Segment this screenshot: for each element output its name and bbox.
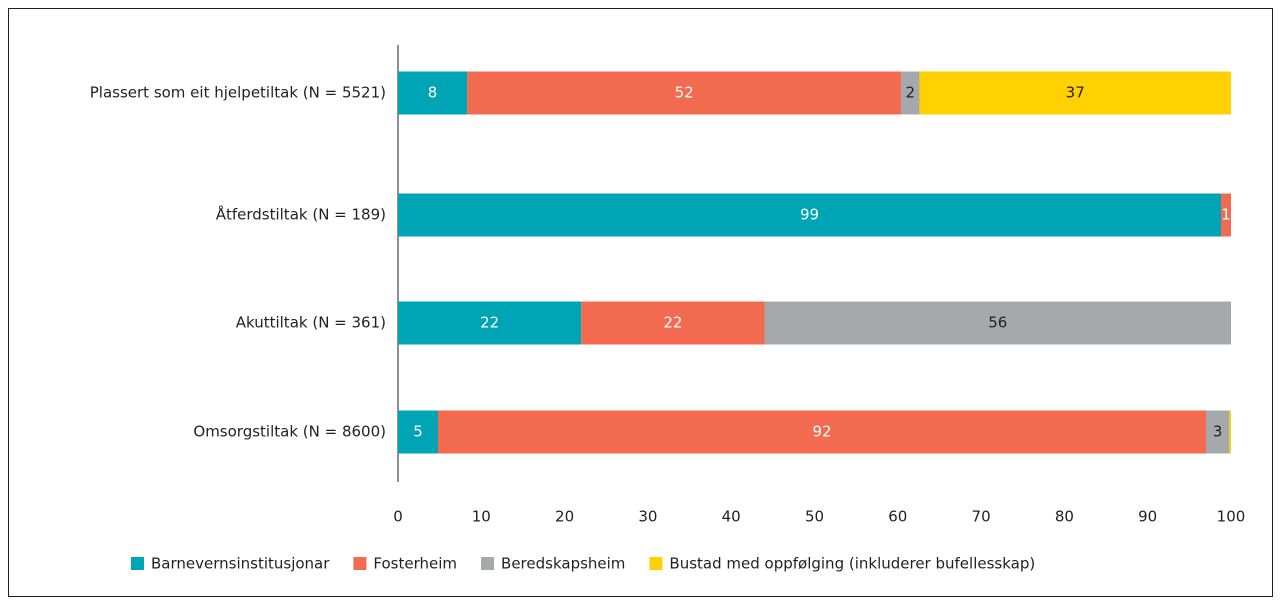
- frame: [8, 8, 1273, 597]
- bar-segment: [398, 410, 438, 454]
- bar-segment: [1206, 410, 1230, 454]
- legend-label: Bustad med oppfølging (inkluderer bufell…: [669, 555, 1035, 573]
- data-label: 3: [1213, 423, 1223, 441]
- data-label: 37: [1066, 84, 1085, 102]
- bar-segment: [919, 71, 1231, 115]
- bar-segment: [398, 193, 1222, 237]
- data-label: 22: [663, 314, 682, 332]
- legend-swatch: [131, 557, 144, 570]
- legend-label: Fosterheim: [373, 555, 457, 573]
- y-tick-label: Omsorgstiltak (N = 8600): [193, 423, 386, 441]
- data-label: 52: [675, 84, 694, 102]
- x-tick-label: 90: [1138, 508, 1157, 526]
- bar-segment: [398, 71, 468, 115]
- bar-segment: [581, 301, 765, 345]
- bar-segment: [467, 71, 902, 115]
- x-tick-label: 40: [722, 508, 741, 526]
- y-tick-label: Plassert som eit hjelpetiltak (N = 5521): [90, 84, 386, 102]
- bar-segment: [1229, 410, 1231, 454]
- x-tick-label: 0: [393, 508, 403, 526]
- bar-segment: [398, 301, 582, 345]
- x-tick-label: 30: [638, 508, 657, 526]
- bar-segment: [1221, 193, 1231, 237]
- x-tick-label: 100: [1217, 508, 1246, 526]
- x-tick-label: 50: [805, 508, 824, 526]
- x-tick-label: 10: [472, 508, 491, 526]
- x-tick-label: 80: [1055, 508, 1074, 526]
- y-tick-label: Åtferdstiltak (N = 189): [216, 205, 386, 224]
- data-label: 5: [413, 423, 423, 441]
- bar-segment: [764, 301, 1231, 345]
- data-label: 2: [906, 84, 916, 102]
- x-tick-label: 70: [972, 508, 991, 526]
- legend-swatch: [353, 557, 367, 570]
- y-tick-label: Akuttiltak (N = 361): [236, 314, 386, 332]
- legend-label: Barnevernsinstitusjonar: [151, 555, 330, 573]
- legend-swatch: [481, 557, 495, 570]
- legend-label: Beredskapsheim: [501, 555, 625, 573]
- bar-segment: [437, 410, 1207, 454]
- x-tick-label: 60: [888, 508, 907, 526]
- data-label: 22: [480, 314, 499, 332]
- data-label: 92: [812, 423, 831, 441]
- bar-segment: [901, 71, 920, 115]
- legend-swatch: [649, 557, 663, 570]
- data-label: 8: [428, 84, 438, 102]
- data-label: 99: [800, 206, 819, 224]
- x-tick-label: 20: [555, 508, 574, 526]
- data-label: 1: [1221, 206, 1231, 224]
- data-label: 56: [988, 314, 1007, 332]
